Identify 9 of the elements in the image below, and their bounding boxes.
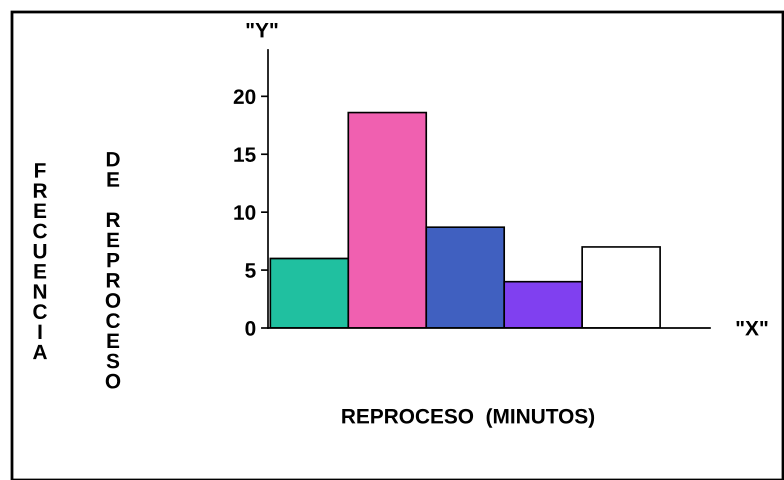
y-tick-label: 20 [234, 89, 256, 104]
y-tick-label: 15 [234, 147, 256, 162]
y-tick-label: 0 [245, 321, 256, 336]
x-axis-title: REPROCESO (MINUTOS) [342, 408, 594, 428]
text: "Y" [246, 23, 278, 38]
y-tick-label: 5 [245, 263, 256, 278]
text: FRECUENCIA DE REPROCESO [32, 152, 120, 389]
y-tick-label: 10 [234, 205, 256, 220]
text: "X" [736, 321, 768, 336]
